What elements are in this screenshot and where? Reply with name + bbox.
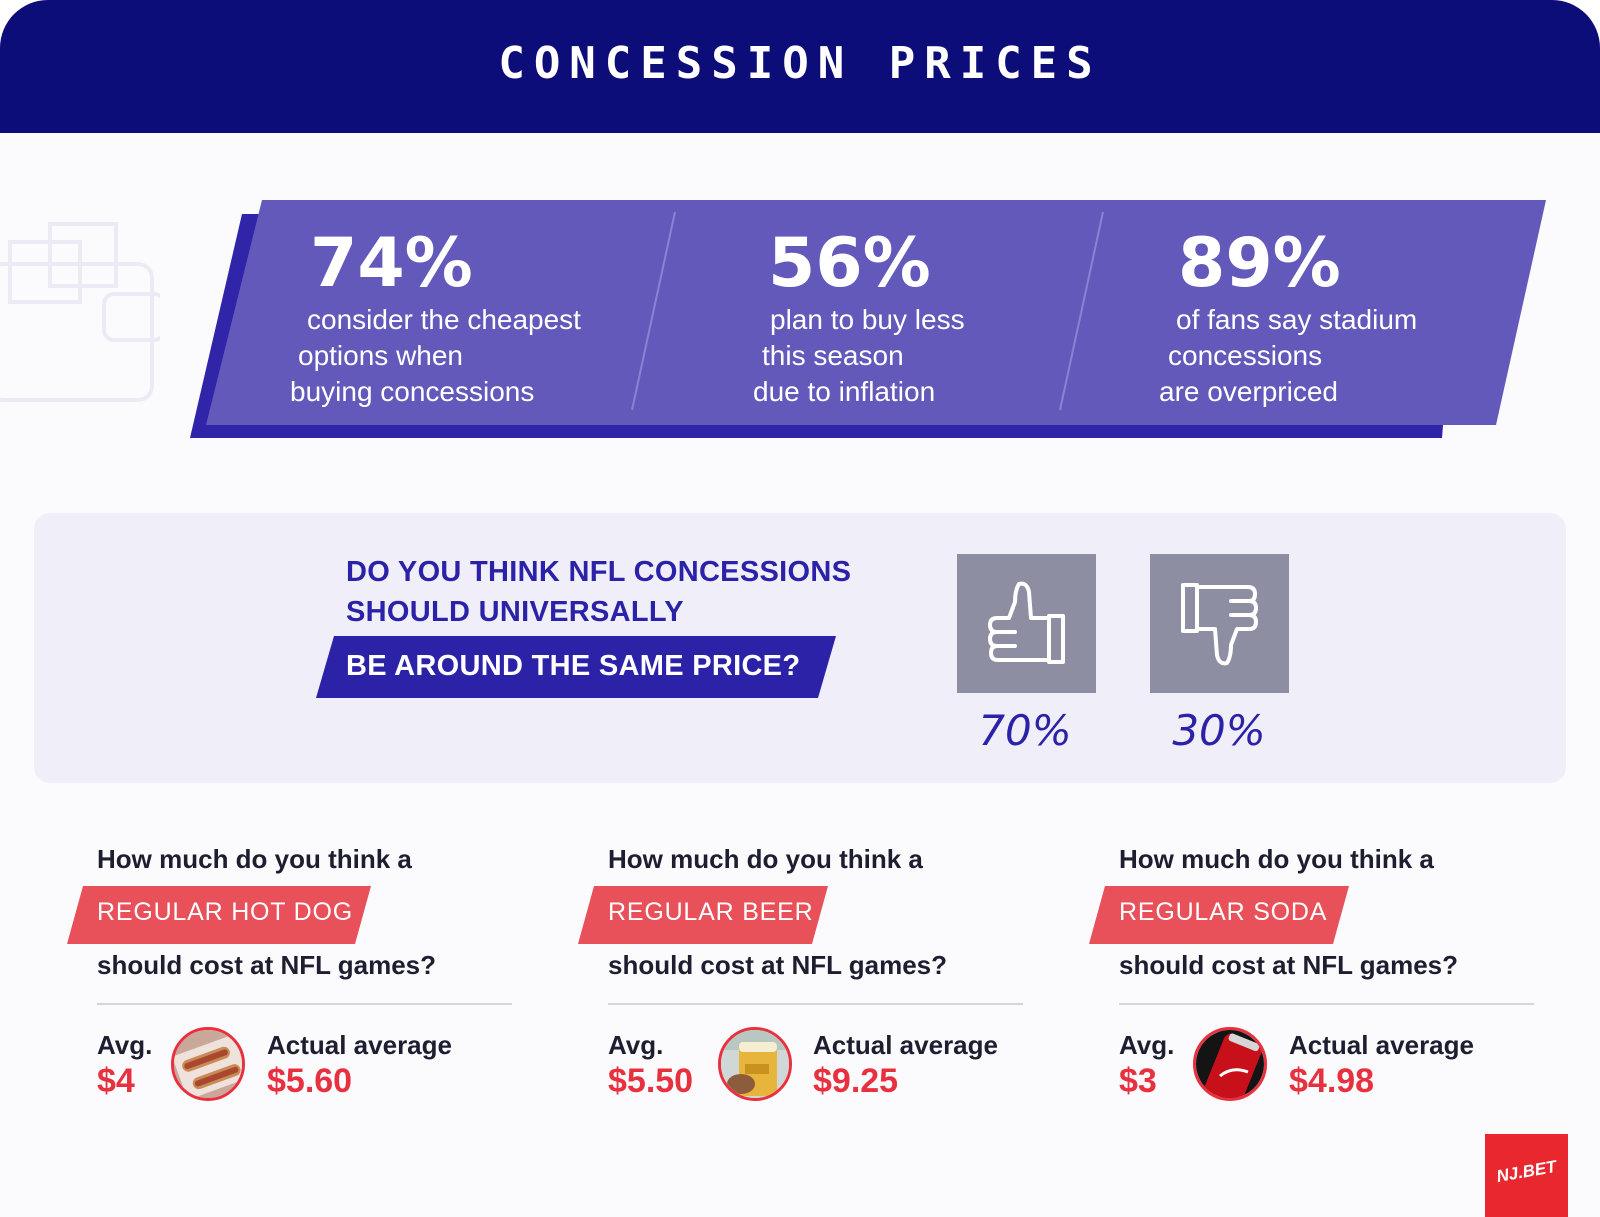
wallet-icon [0, 222, 160, 402]
header-banner: CONCESSION PRICES [0, 0, 1600, 133]
question-suffix: should cost at NFL games? [97, 950, 437, 980]
soda-can-photo [1193, 1027, 1267, 1101]
avg-value: $4 [97, 1062, 135, 1100]
item-tag: REGULAR HOT DOG [97, 898, 354, 926]
avg-value: $5.50 [608, 1062, 694, 1100]
page-title: CONCESSION PRICES [498, 38, 1102, 89]
vote-yes-percent: 70% [978, 706, 1072, 755]
avg-label: Avg. [608, 1030, 664, 1060]
avg-label: Avg. [1119, 1030, 1175, 1060]
actual-average-value: $4.98 [1289, 1062, 1375, 1100]
actual-average-value: $9.25 [813, 1062, 899, 1100]
stats-band [190, 200, 1550, 448]
item-tag-shape [67, 886, 371, 944]
price-question-soda: How much do you think a REGULAR SODA sho… [1089, 840, 1549, 1110]
question-prefix: How much do you think a [97, 844, 412, 874]
question-prefix: How much do you think a [1119, 844, 1434, 874]
poll-question-highlight: BE AROUND THE SAME PRICE? [346, 650, 801, 682]
item-tag: REGULAR SODA [1119, 898, 1328, 926]
vote-yes-box [957, 554, 1096, 693]
divider [608, 1003, 1023, 1005]
stat-description: options when [298, 340, 464, 371]
thumbs-up-icon [988, 581, 1065, 664]
stat-description: consider the cheapest [307, 304, 581, 335]
brand-logo: NJ.BET [1485, 1134, 1568, 1217]
actual-average-label: Actual average [1289, 1030, 1474, 1060]
price-question-beer: How much do you think a REGULAR BEER sho… [578, 840, 1038, 1110]
stat-description: concessions [1168, 340, 1323, 371]
avg-label: Avg. [97, 1030, 153, 1060]
item-tag-shape [578, 886, 828, 944]
vote-no-box [1150, 554, 1289, 693]
price-question-hot-dog: How much do you think a REGULAR HOT DOG … [67, 840, 527, 1110]
thumbs-down-icon [1181, 583, 1258, 666]
divider [1119, 1003, 1534, 1005]
stat-description: plan to buy less [770, 304, 965, 335]
question-suffix: should cost at NFL games? [1119, 950, 1459, 980]
brand-logo-text: NJ.BET [1494, 1156, 1558, 1187]
poll-question: SHOULD UNIVERSALLY [346, 596, 684, 628]
vote-no-percent: 30% [1172, 706, 1266, 755]
stat-description: this season [762, 340, 904, 371]
actual-average-label: Actual average [813, 1030, 998, 1060]
stat-description: buying concessions [290, 376, 535, 407]
avg-value: $3 [1119, 1062, 1157, 1100]
stat-description: are overpriced [1159, 376, 1338, 407]
poll-question: DO YOU THINK NFL CONCESSIONS [346, 556, 852, 588]
question-prefix: How much do you think a [608, 844, 923, 874]
hot-dog-photo [171, 1027, 245, 1101]
stat-value: 89% [1178, 224, 1341, 303]
actual-average-value: $5.60 [267, 1062, 353, 1100]
stats-band-shape [190, 200, 1546, 438]
poll-highlight-shape [316, 636, 836, 698]
beer-photo [718, 1027, 792, 1101]
item-tag-shape [1089, 886, 1349, 944]
stat-description: due to inflation [753, 376, 936, 407]
stat-description: of fans say stadium [1176, 304, 1418, 335]
actual-average-label: Actual average [267, 1030, 452, 1060]
question-suffix: should cost at NFL games? [608, 950, 948, 980]
item-tag: REGULAR BEER [608, 898, 814, 926]
stat-value: 74% [310, 224, 473, 303]
stat-value: 56% [768, 224, 931, 303]
divider [97, 1003, 512, 1005]
